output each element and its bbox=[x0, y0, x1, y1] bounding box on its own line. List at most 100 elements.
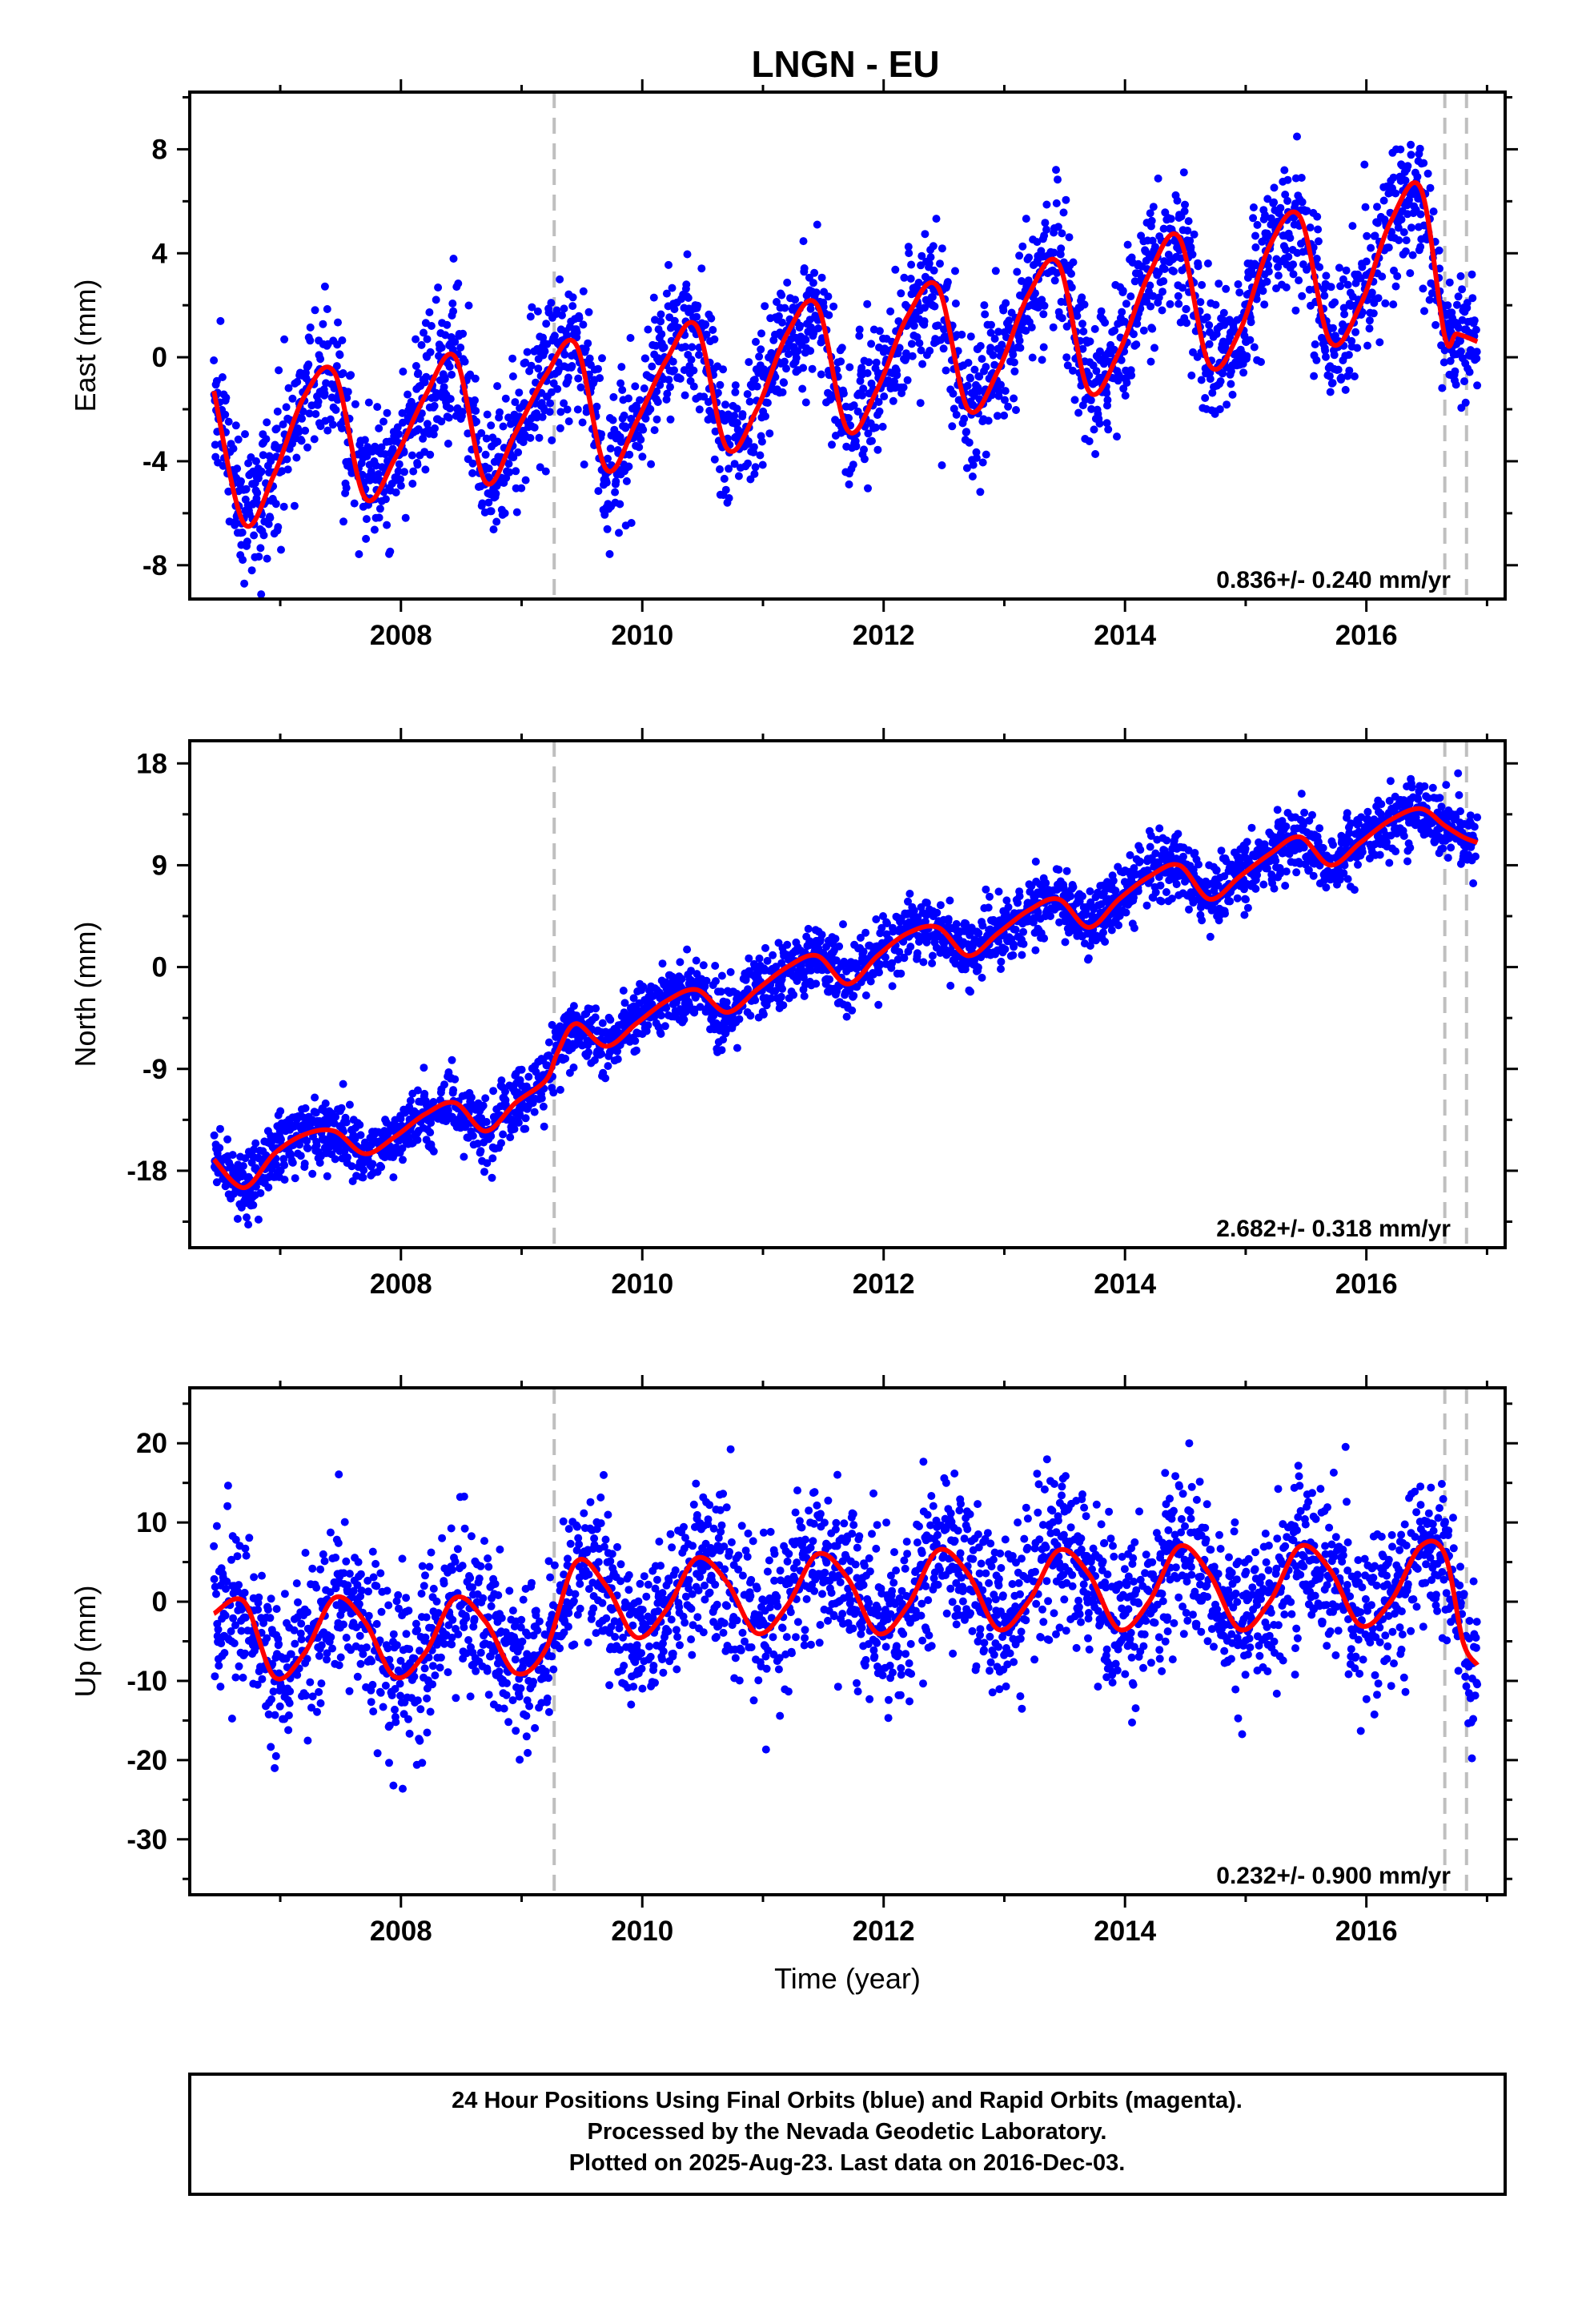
data-point bbox=[1178, 283, 1187, 292]
data-point bbox=[1059, 258, 1068, 267]
data-point bbox=[456, 344, 465, 352]
data-point bbox=[556, 408, 565, 416]
plot-area bbox=[210, 741, 1482, 1248]
data-point bbox=[1190, 230, 1199, 239]
data-point bbox=[1130, 923, 1138, 932]
data-point bbox=[1099, 928, 1107, 937]
data-point bbox=[504, 460, 513, 468]
data-point bbox=[233, 1215, 242, 1223]
data-point bbox=[734, 472, 743, 480]
data-point bbox=[998, 340, 1006, 349]
data-point bbox=[547, 299, 556, 308]
data-point bbox=[981, 310, 990, 319]
data-point bbox=[656, 1011, 665, 1019]
data-point bbox=[1156, 881, 1165, 890]
data-point bbox=[1090, 425, 1098, 434]
data-point bbox=[1195, 860, 1203, 869]
data-point bbox=[526, 433, 535, 442]
data-point bbox=[454, 279, 463, 287]
data-point bbox=[1223, 400, 1231, 409]
data-point bbox=[722, 998, 731, 1007]
data-point bbox=[904, 243, 913, 251]
data-point bbox=[448, 1055, 456, 1064]
data-point bbox=[647, 460, 656, 468]
data-point bbox=[429, 1147, 438, 1156]
data-point bbox=[298, 414, 306, 423]
data-point bbox=[568, 293, 577, 302]
data-point bbox=[514, 1118, 523, 1127]
data-point bbox=[1452, 380, 1460, 389]
data-point bbox=[537, 1094, 546, 1103]
data-point bbox=[1162, 836, 1171, 845]
x-tick-label: 2010 bbox=[611, 620, 673, 651]
data-point bbox=[1084, 954, 1093, 963]
data-point bbox=[1121, 392, 1130, 400]
data-point bbox=[866, 977, 875, 986]
data-point bbox=[448, 300, 457, 308]
data-point bbox=[895, 947, 904, 956]
data-point bbox=[683, 250, 692, 259]
data-point bbox=[809, 279, 817, 287]
data-point bbox=[560, 399, 568, 408]
data-point bbox=[938, 461, 946, 469]
data-point bbox=[725, 464, 733, 473]
data-point bbox=[216, 316, 225, 325]
data-point bbox=[867, 340, 876, 348]
data-point bbox=[1031, 289, 1039, 298]
data-point bbox=[1468, 270, 1476, 279]
data-point bbox=[700, 392, 709, 401]
data-point bbox=[1183, 227, 1192, 235]
data-point bbox=[219, 461, 227, 470]
data-point bbox=[362, 515, 371, 524]
data-point bbox=[1407, 223, 1415, 232]
data-point bbox=[1264, 261, 1273, 270]
data-point bbox=[848, 1006, 857, 1015]
data-point bbox=[483, 410, 492, 419]
data-point bbox=[1247, 318, 1255, 327]
data-point bbox=[769, 951, 777, 959]
data-point bbox=[857, 364, 866, 372]
data-point bbox=[891, 265, 900, 274]
data-point bbox=[799, 364, 808, 372]
data-point bbox=[744, 437, 753, 445]
data-point bbox=[743, 390, 752, 399]
y-tick-label: 0 bbox=[152, 342, 167, 373]
data-point bbox=[479, 1101, 488, 1110]
data-point bbox=[501, 1088, 509, 1096]
data-point bbox=[702, 976, 711, 985]
data-point bbox=[939, 344, 948, 353]
data-point bbox=[1010, 394, 1018, 403]
data-point bbox=[472, 407, 480, 415]
data-point bbox=[1005, 316, 1014, 325]
data-point bbox=[296, 1152, 305, 1160]
data-point bbox=[449, 255, 458, 263]
data-point bbox=[997, 957, 1006, 966]
data-point bbox=[942, 366, 950, 375]
data-point bbox=[311, 1093, 319, 1102]
data-point bbox=[1367, 243, 1375, 252]
data-point bbox=[1289, 270, 1298, 279]
data-point bbox=[1472, 354, 1481, 363]
data-point bbox=[687, 967, 696, 975]
data-point bbox=[1420, 307, 1428, 316]
data-point bbox=[432, 296, 440, 304]
data-point bbox=[1439, 358, 1448, 367]
data-point bbox=[338, 424, 346, 432]
data-point bbox=[768, 350, 777, 359]
data-point bbox=[1367, 288, 1376, 297]
data-point bbox=[1456, 336, 1464, 345]
data-point bbox=[1215, 405, 1224, 413]
data-point bbox=[1039, 310, 1048, 319]
data-point bbox=[1015, 251, 1024, 260]
data-point bbox=[928, 292, 937, 301]
data-point bbox=[793, 347, 802, 356]
data-point bbox=[487, 421, 496, 430]
data-point bbox=[332, 362, 341, 371]
data-point bbox=[304, 360, 313, 369]
data-point bbox=[631, 1036, 640, 1045]
data-point bbox=[620, 1008, 628, 1017]
data-point bbox=[689, 366, 698, 375]
data-point bbox=[241, 430, 249, 439]
data-point bbox=[1458, 285, 1467, 294]
data-point bbox=[534, 364, 543, 373]
